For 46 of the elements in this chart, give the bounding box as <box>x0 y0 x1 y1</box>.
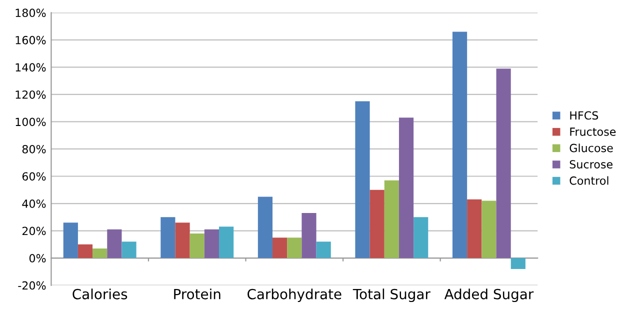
bar <box>452 32 468 258</box>
bar <box>190 234 204 258</box>
y-tick-label: -20% <box>18 281 46 290</box>
bar <box>510 258 526 269</box>
y-tick-label: 20% <box>22 226 46 236</box>
bar <box>107 229 122 258</box>
y-tick-label: 180% <box>16 8 46 18</box>
bar <box>398 118 414 258</box>
y-tick-label: 0% <box>29 254 46 262</box>
bar <box>482 200 496 258</box>
bar <box>92 248 108 258</box>
legend-label: Fructose <box>570 128 616 136</box>
y-tick-label: 140% <box>16 63 46 72</box>
y-tick-label: 120% <box>16 90 46 99</box>
y-tick-label: 80% <box>22 144 46 154</box>
bar <box>175 222 190 258</box>
bar <box>316 242 331 258</box>
bar <box>204 229 220 258</box>
bar <box>355 101 370 258</box>
y-tick-label: 160% <box>16 36 46 44</box>
legend-label: Glucose <box>570 144 613 152</box>
y-tick-label: 40% <box>22 199 46 208</box>
bar <box>258 196 273 258</box>
bar <box>302 213 316 258</box>
x-tick-label: Calories <box>72 288 128 300</box>
x-tick-label: Protein <box>174 288 220 300</box>
bar <box>384 180 399 258</box>
bar <box>414 217 428 258</box>
bar <box>78 244 93 258</box>
x-tick-label: Carbohydrate <box>248 288 342 302</box>
legend-label: Control <box>570 176 608 185</box>
bar <box>122 242 136 258</box>
bar <box>287 238 302 258</box>
bar <box>370 190 384 258</box>
y-tick-label: 60% <box>22 172 46 181</box>
x-tick-label: Total Sugar <box>352 288 430 302</box>
legend-label: HFCS <box>570 111 598 120</box>
bar <box>467 199 482 258</box>
legend-label: Sucrose <box>570 160 612 169</box>
y-tick-label: 100% <box>16 118 46 126</box>
bar <box>160 217 176 258</box>
bar <box>272 238 288 258</box>
bar <box>496 68 511 258</box>
x-tick-label: Added Sugar <box>444 288 534 302</box>
bar <box>63 222 78 258</box>
bar <box>219 226 234 258</box>
